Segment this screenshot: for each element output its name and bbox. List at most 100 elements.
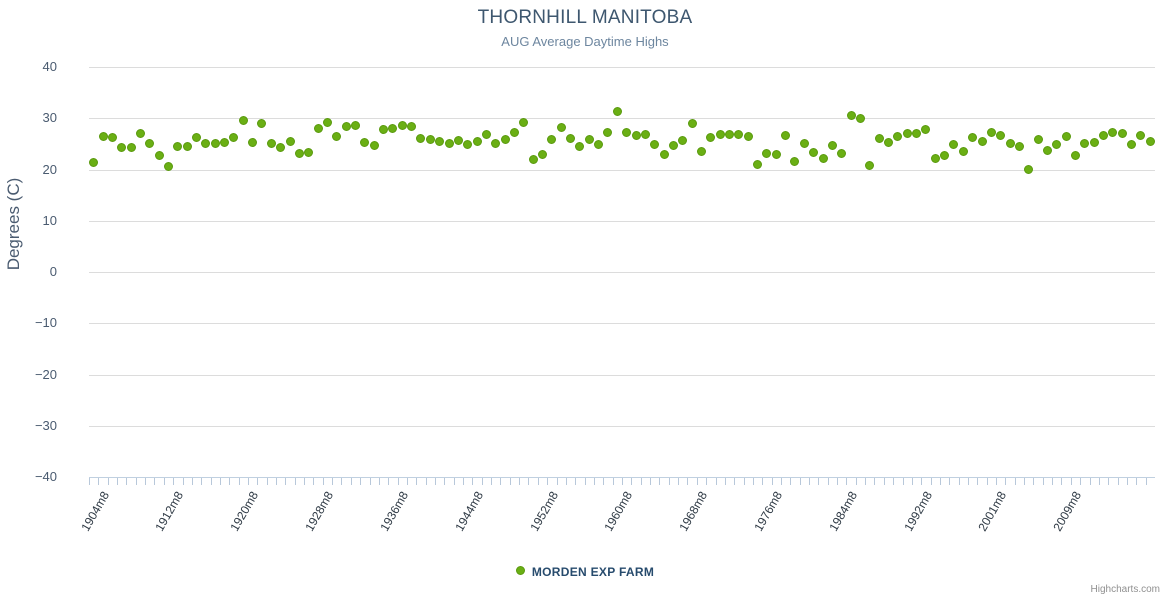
data-point[interactable]	[379, 125, 389, 135]
data-point[interactable]	[248, 138, 258, 148]
data-point[interactable]	[799, 139, 809, 149]
data-point[interactable]	[416, 134, 426, 144]
data-point[interactable]	[612, 106, 622, 116]
data-point[interactable]	[1024, 165, 1034, 174]
data-point[interactable]	[117, 142, 127, 152]
data-point[interactable]	[182, 141, 192, 151]
data-point[interactable]	[332, 131, 342, 141]
data-point[interactable]	[781, 130, 791, 140]
data-point[interactable]	[893, 131, 903, 141]
data-point[interactable]	[556, 123, 566, 133]
data-point[interactable]	[1061, 131, 1071, 141]
data-point[interactable]	[659, 149, 669, 159]
data-point[interactable]	[257, 119, 267, 129]
data-point[interactable]	[968, 133, 978, 143]
data-point[interactable]	[173, 141, 183, 151]
data-point[interactable]	[584, 134, 594, 144]
data-point[interactable]	[547, 135, 557, 145]
data-point[interactable]	[145, 139, 155, 149]
data-point[interactable]	[519, 118, 529, 128]
data-point[interactable]	[958, 147, 968, 157]
data-point[interactable]	[566, 134, 576, 144]
data-point[interactable]	[827, 141, 837, 151]
data-point[interactable]	[220, 137, 230, 147]
data-point[interactable]	[668, 140, 678, 150]
data-point[interactable]	[435, 137, 445, 147]
data-point[interactable]	[360, 138, 370, 148]
data-point[interactable]	[1108, 128, 1118, 138]
data-point[interactable]	[126, 143, 136, 153]
data-point[interactable]	[1080, 138, 1090, 148]
data-point[interactable]	[930, 154, 940, 164]
data-point[interactable]	[696, 146, 706, 156]
data-point[interactable]	[463, 139, 473, 149]
data-point[interactable]	[743, 132, 753, 142]
data-point[interactable]	[977, 136, 987, 146]
data-point[interactable]	[135, 129, 145, 139]
data-point[interactable]	[650, 140, 660, 150]
data-point[interactable]	[575, 141, 585, 151]
data-point[interactable]	[89, 158, 99, 168]
data-point[interactable]	[902, 129, 912, 139]
data-point[interactable]	[509, 127, 519, 137]
data-point[interactable]	[500, 135, 510, 145]
data-point[interactable]	[341, 121, 351, 131]
data-point[interactable]	[1014, 142, 1024, 152]
data-point[interactable]	[1052, 140, 1062, 150]
data-point[interactable]	[444, 138, 454, 148]
data-point[interactable]	[771, 149, 781, 159]
data-point[interactable]	[640, 130, 650, 140]
data-point[interactable]	[1136, 131, 1146, 141]
data-point[interactable]	[725, 130, 735, 140]
data-point[interactable]	[192, 133, 202, 143]
data-point[interactable]	[407, 121, 417, 131]
data-point[interactable]	[809, 148, 819, 158]
data-point[interactable]	[369, 141, 379, 151]
data-point[interactable]	[603, 128, 613, 138]
data-point[interactable]	[491, 139, 501, 149]
data-point[interactable]	[986, 127, 996, 137]
data-point[interactable]	[154, 150, 164, 160]
data-point[interactable]	[855, 113, 865, 123]
data-point[interactable]	[715, 129, 725, 139]
data-point[interactable]	[425, 135, 435, 145]
data-point[interactable]	[1089, 137, 1099, 147]
data-point[interactable]	[453, 136, 463, 146]
data-point[interactable]	[313, 124, 323, 133]
data-point[interactable]	[949, 140, 959, 150]
data-point[interactable]	[98, 132, 108, 142]
data-point[interactable]	[294, 148, 304, 158]
data-point[interactable]	[397, 121, 407, 131]
data-point[interactable]	[1127, 139, 1137, 149]
data-point[interactable]	[229, 132, 239, 142]
data-point[interactable]	[304, 148, 314, 158]
data-point[interactable]	[884, 138, 893, 148]
data-point[interactable]	[1145, 136, 1155, 146]
data-point[interactable]	[734, 129, 744, 139]
data-point[interactable]	[201, 139, 211, 149]
data-point[interactable]	[865, 160, 875, 170]
data-point[interactable]	[528, 154, 538, 164]
data-point[interactable]	[285, 137, 295, 147]
data-point[interactable]	[818, 154, 828, 164]
data-point[interactable]	[388, 124, 398, 133]
data-point[interactable]	[1071, 151, 1081, 161]
data-point[interactable]	[753, 160, 763, 170]
data-point[interactable]	[622, 128, 632, 138]
data-point[interactable]	[921, 125, 931, 135]
data-point[interactable]	[107, 133, 117, 143]
data-point[interactable]	[678, 136, 688, 146]
legend-item-morden-exp-farm[interactable]: MORDEN EXP FARM	[515, 564, 654, 579]
data-point[interactable]	[846, 111, 856, 121]
data-point[interactable]	[837, 148, 847, 158]
data-point[interactable]	[1099, 131, 1109, 141]
data-point[interactable]	[912, 129, 922, 139]
data-point[interactable]	[594, 140, 604, 150]
data-point[interactable]	[874, 133, 884, 143]
data-point[interactable]	[1033, 134, 1043, 144]
data-point[interactable]	[706, 132, 716, 142]
data-point[interactable]	[1117, 129, 1127, 139]
data-point[interactable]	[210, 139, 220, 149]
data-point[interactable]	[631, 131, 641, 141]
data-point[interactable]	[266, 139, 276, 149]
